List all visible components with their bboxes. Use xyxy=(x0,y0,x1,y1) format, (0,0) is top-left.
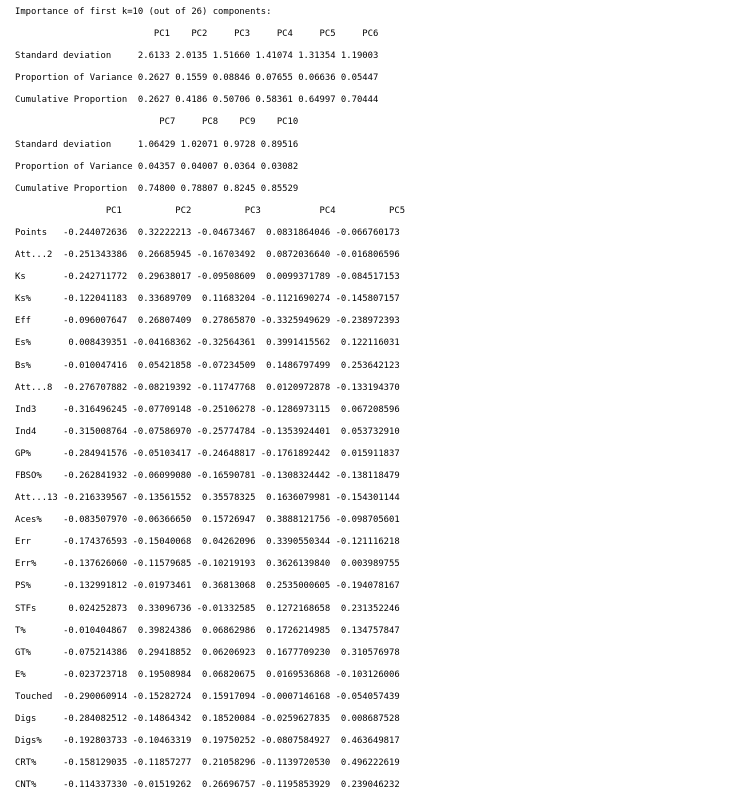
console-line: Points -0.244072636 0.32222213 -0.046734… xyxy=(15,227,400,238)
console-line: Ind4 -0.315008764 -0.07586970 -0.2577478… xyxy=(15,426,400,437)
console-line: Es% 0.008439351 -0.04168362 -0.32564361 … xyxy=(15,338,400,349)
console-line: CRT% -0.158129035 -0.11857277 0.21058296… xyxy=(15,758,400,769)
console-line: Proportion of Variance 0.04357 0.04007 0… xyxy=(15,161,299,172)
console-heading-line: Importance of first k=10 (out of 26) com… xyxy=(15,7,272,17)
console-line: Digs -0.284082512 -0.14864342 0.18520084… xyxy=(15,714,400,724)
console-line: PC7 PC8 PC9 PC10 xyxy=(15,117,299,128)
console-line: Digs% -0.192803733 -0.10463319 0.1975025… xyxy=(15,736,400,747)
console-line: Ind3 -0.316496245 -0.07709148 -0.2510627… xyxy=(15,404,400,415)
console-line: Err% -0.137626060 -0.11579685 -0.1021919… xyxy=(15,559,400,570)
console-line: E% -0.023723718 0.19508984 0.06820675 0.… xyxy=(15,669,400,680)
console-line: Err -0.174376593 -0.15040068 0.04262096 … xyxy=(15,537,400,548)
console-line: Att...8 -0.276707882 -0.08219392 -0.1174… xyxy=(15,382,400,393)
console-line: T% -0.010404867 0.39824386 0.06862986 0.… xyxy=(15,625,400,636)
console-line: Att...2 -0.251343386 0.26685945 -0.16703… xyxy=(15,250,400,261)
console-line: GT% -0.075214386 0.29418852 0.06206923 0… xyxy=(15,647,400,658)
console-line: Cumulative Proportion 0.2627 0.4186 0.50… xyxy=(15,95,379,106)
console-line: Aces% -0.083507970 -0.06366650 0.1572694… xyxy=(15,515,400,526)
console-line: PC1 PC2 PC3 PC4 PC5 xyxy=(15,205,406,216)
console-line: Ks -0.242711772 0.29638017 -0.09508609 0… xyxy=(15,272,400,283)
console-line: Att...13 -0.216339567 -0.13561552 0.3557… xyxy=(15,493,400,504)
console-line: Eff -0.096007647 0.26807409 0.27865870 -… xyxy=(15,316,400,327)
console-line: Ks% -0.122041183 0.33689709 0.11683204 -… xyxy=(15,294,400,305)
console-line: FBSO% -0.262841932 -0.06099080 -0.165907… xyxy=(15,470,400,481)
console-line: PS% -0.132991812 -0.01973461 0.36813068 … xyxy=(15,581,400,592)
console-line: STFs 0.024252873 0.33096736 -0.01332585 … xyxy=(15,603,400,614)
console-line: PC1 PC2 PC3 PC4 PC5 PC6 xyxy=(15,29,379,40)
console-line: GP% -0.284941576 -0.05103417 -0.24648817… xyxy=(15,448,400,459)
console-line: Cumulative Proportion 0.74800 0.78807 0.… xyxy=(15,183,299,194)
console-line: Standard deviation 1.06429 1.02071 0.972… xyxy=(15,139,299,150)
console-line: Proportion of Variance 0.2627 0.1559 0.0… xyxy=(15,73,379,84)
console-line: Standard deviation 2.6133 2.0135 1.51660… xyxy=(15,51,379,62)
console-line: CNT% -0.114337330 -0.01519262 0.26696757… xyxy=(15,780,400,791)
console-line: Touched -0.290060914 -0.15282724 0.15917… xyxy=(15,691,400,702)
console-line: Bs% -0.010047416 0.05421858 -0.07234509 … xyxy=(15,360,400,371)
